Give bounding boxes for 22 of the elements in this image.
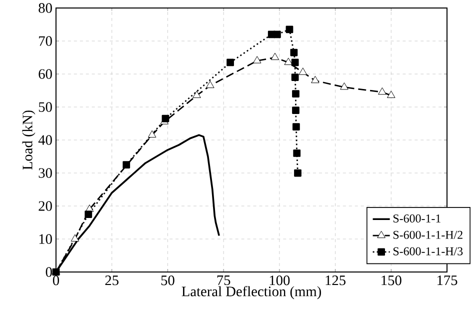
y-tick-label: 30 (38, 168, 52, 178)
y-tick-label: 70 (39, 36, 52, 46)
y-tick-label: 60 (38, 69, 52, 79)
x-tick-label: 25 (105, 276, 118, 286)
y-axis-title: Load (kN) (22, 110, 36, 170)
legend-label: S-600-1-1-H/2 (393, 230, 462, 239)
y-tick-label: 10 (39, 234, 52, 244)
x-tick-label: 150 (382, 276, 402, 286)
x-tick-label: 100 (270, 276, 290, 286)
x-tick-label: 175 (438, 276, 458, 286)
x-tick-label: 0 (52, 276, 60, 286)
legend-label: S-600-1-1 (393, 214, 440, 222)
y-tick-label: 0 (46, 267, 52, 277)
legend-label: S-600-1-1-H/3 (393, 247, 463, 256)
y-tick-label: 50 (38, 102, 52, 112)
y-tick-label: 20 (38, 201, 52, 211)
x-tick-label: 50 (161, 276, 174, 286)
x-tick-label: 75 (217, 276, 230, 286)
x-tick-label: 125 (326, 276, 346, 286)
y-tick-label: 40 (38, 135, 52, 145)
x-axis-title: Lateral Deflection (mm) (182, 286, 321, 300)
y-tick-label: 80 (38, 3, 52, 13)
